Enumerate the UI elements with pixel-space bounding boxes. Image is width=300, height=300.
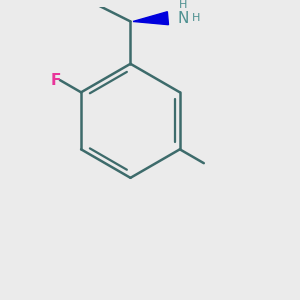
Text: H: H bbox=[192, 13, 200, 23]
Text: H: H bbox=[179, 0, 188, 10]
Polygon shape bbox=[133, 12, 169, 25]
Text: N: N bbox=[178, 11, 189, 26]
Text: F: F bbox=[51, 73, 61, 88]
